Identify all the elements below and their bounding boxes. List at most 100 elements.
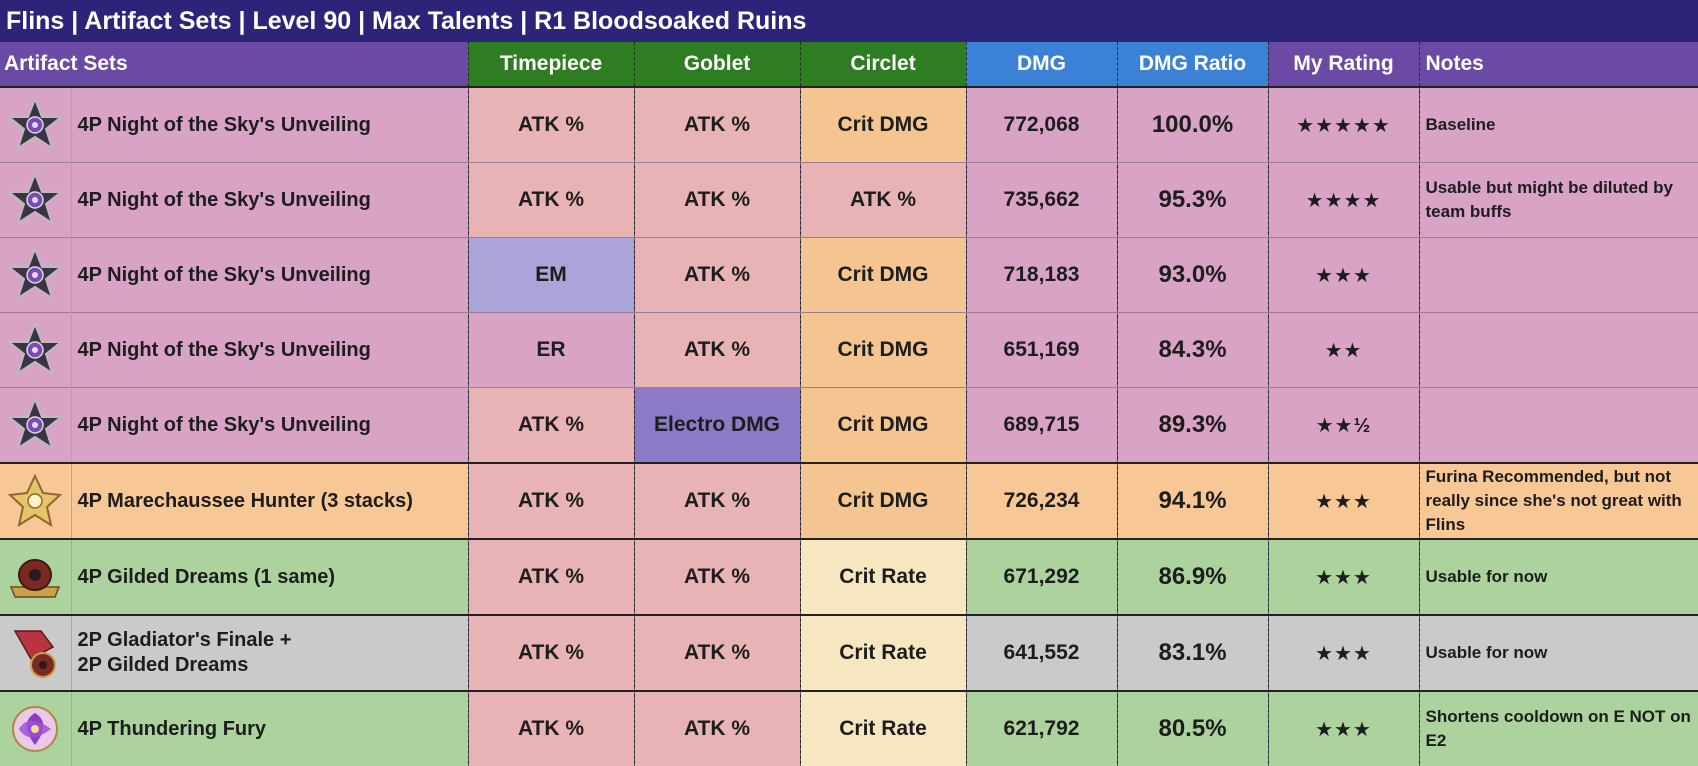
table-row: 4P Night of the Sky's Unveiling ER ATK % Cr…	[0, 312, 1698, 388]
timepiece-cell: ATK %	[468, 87, 635, 163]
goblet-cell: ATK %	[634, 463, 801, 539]
header-timepiece: Timepiece	[468, 42, 635, 87]
circlet-cell: Crit DMG	[800, 237, 967, 313]
goblet-cell: Electro DMG	[634, 387, 801, 463]
circlet-cell: Crit DMG	[800, 312, 967, 388]
set-name: 2P Gladiator's Finale +2P Gilded Dreams	[71, 615, 469, 691]
night-sky-unveiling-icon	[7, 322, 64, 376]
circlet-cell: Crit Rate	[800, 691, 967, 766]
table-row: 4P Thundering Fury ATK % ATK % Crit Rate 621…	[0, 691, 1698, 766]
header-my-rating: My Rating	[1268, 42, 1420, 87]
rating-cell: ★★	[1268, 312, 1420, 388]
set-icon-cell	[0, 237, 72, 313]
night-sky-unveiling-icon	[7, 247, 64, 301]
timepiece-cell: ATK %	[468, 691, 635, 766]
dmg-ratio-cell: 94.1%	[1117, 463, 1269, 539]
night-sky-unveiling-icon	[7, 172, 64, 226]
set-icon-cell	[0, 691, 72, 766]
goblet-cell: ATK %	[634, 615, 801, 691]
set-name: 4P Night of the Sky's Unveiling	[71, 312, 469, 388]
table-row: 4P Night of the Sky's Unveiling EM ATK % Cr…	[0, 237, 1698, 313]
table-row: 2P Gladiator's Finale +2P Gilded Dreams A…	[0, 615, 1698, 691]
header-goblet: Goblet	[634, 42, 801, 87]
dmg-ratio-cell: 80.5%	[1117, 691, 1269, 766]
dmg-cell: 621,792	[966, 691, 1118, 766]
notes-cell	[1419, 388, 1698, 464]
set-name: 4P Night of the Sky's Unveiling	[71, 87, 469, 163]
set-icon-cell	[0, 539, 72, 615]
dmg-cell: 735,662	[966, 162, 1118, 238]
rating-cell: ★★★★	[1268, 162, 1420, 238]
marechaussee-hunter-icon	[7, 473, 63, 528]
set-icon-cell	[0, 312, 72, 388]
set-name: 4P Night of the Sky's Unveiling	[71, 162, 469, 238]
notes-cell: Usable for now	[1425, 567, 1548, 586]
night-sky-unveiling-icon	[7, 97, 64, 151]
header-artifact-sets: Artifact Sets	[0, 42, 469, 87]
notes-cell: Baseline	[1425, 115, 1496, 134]
artifact-table: Artifact Sets Timepiece Goblet Circlet D…	[0, 42, 1698, 766]
rating-cell: ★★★	[1268, 463, 1420, 539]
set-icon-cell	[0, 387, 72, 463]
dmg-cell: 671,292	[966, 539, 1118, 615]
set-icon-cell	[0, 463, 72, 539]
table-body: 4P Night of the Sky's Unveiling ATK % ATK …	[0, 87, 1698, 766]
rating-cell: ★★★	[1268, 615, 1420, 691]
circlet-cell: Crit DMG	[800, 463, 967, 539]
dmg-cell: 689,715	[966, 387, 1118, 463]
timepiece-cell: ATK %	[468, 162, 635, 238]
set-name: 4P Gilded Dreams (1 same)	[71, 539, 469, 615]
circlet-cell: ATK %	[800, 162, 967, 238]
dmg-ratio-cell: 89.3%	[1117, 387, 1269, 463]
thundering-fury-icon	[12, 706, 59, 752]
set-name: 4P Night of the Sky's Unveiling	[71, 387, 469, 463]
timepiece-cell: ER	[468, 312, 635, 388]
dmg-cell: 718,183	[966, 237, 1118, 313]
table-row: 4P Marechaussee Hunter (3 stacks) ATK % AT…	[0, 463, 1698, 539]
goblet-cell: ATK %	[634, 312, 801, 388]
dmg-ratio-cell: 84.3%	[1117, 312, 1269, 388]
table-row: 4P Gilded Dreams (1 same) ATK % ATK % Crit …	[0, 539, 1698, 615]
goblet-cell: ATK %	[634, 539, 801, 615]
timepiece-cell: EM	[468, 237, 635, 313]
dmg-ratio-cell: 93.0%	[1117, 237, 1269, 313]
rating-cell: ★★★★★	[1268, 87, 1420, 163]
dmg-ratio-cell: 86.9%	[1117, 539, 1269, 615]
rating-cell: ★★½	[1268, 387, 1420, 463]
dmg-ratio-cell: 100.0%	[1117, 87, 1269, 163]
gilded-dreams-icon	[10, 559, 61, 598]
dmg-cell: 641,552	[966, 615, 1118, 691]
notes-cell: Usable for now	[1425, 643, 1548, 662]
header-row: Artifact Sets Timepiece Goblet Circlet D…	[0, 42, 1698, 87]
dmg-cell: 772,068	[966, 87, 1118, 163]
header-circlet: Circlet	[800, 42, 967, 87]
goblet-cell: ATK %	[634, 162, 801, 238]
goblet-cell: ATK %	[634, 237, 801, 313]
set-name: 4P Thundering Fury	[71, 691, 469, 766]
timepiece-cell: ATK %	[468, 463, 635, 539]
timepiece-cell: ATK %	[468, 539, 635, 615]
dmg-cell: 726,234	[966, 463, 1118, 539]
notes-cell	[1419, 313, 1698, 388]
rating-cell: ★★★	[1268, 691, 1420, 766]
goblet-cell: ATK %	[634, 691, 801, 766]
page-title: Flins | Artifact Sets | Level 90 | Max T…	[0, 0, 1698, 42]
table-row: 4P Night of the Sky's Unveiling ATK % ATK …	[0, 87, 1698, 163]
set-icon-cell	[0, 615, 72, 691]
timepiece-cell: ATK %	[468, 387, 635, 463]
header-notes: Notes	[1419, 42, 1698, 87]
table-row: 4P Night of the Sky's Unveiling ATK % ATK …	[0, 162, 1698, 238]
rating-cell: ★★★	[1268, 237, 1420, 313]
set-name: 4P Marechaussee Hunter (3 stacks)	[71, 463, 469, 539]
dmg-ratio-cell: 95.3%	[1117, 162, 1269, 238]
header-dmg-ratio: DMG Ratio	[1117, 42, 1269, 87]
circlet-cell: Crit Rate	[800, 539, 967, 615]
night-sky-unveiling-icon	[7, 397, 64, 451]
circlet-cell: Crit DMG	[800, 387, 967, 463]
gladiators-finale-icon	[13, 630, 57, 678]
set-icon-cell	[0, 87, 72, 163]
notes-cell: Furina Recommended, but not really since…	[1425, 467, 1682, 534]
dmg-ratio-cell: 83.1%	[1117, 615, 1269, 691]
notes-cell	[1419, 238, 1698, 313]
table-row: 4P Night of the Sky's Unveiling ATK % Elec…	[0, 387, 1698, 464]
